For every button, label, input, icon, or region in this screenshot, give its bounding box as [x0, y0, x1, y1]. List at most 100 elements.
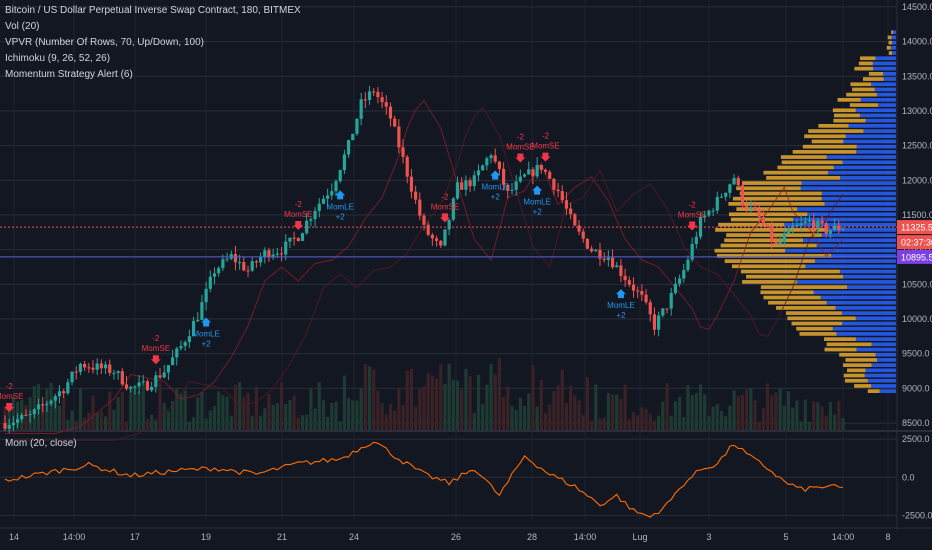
- candle-body: [363, 99, 367, 101]
- candle-body: [464, 180, 468, 190]
- candle-body: [317, 203, 321, 211]
- vp-row-down: [724, 259, 815, 263]
- time-axis[interactable]: 14 14:00 17 19 21 24 26 28 14:00 Lug 3 5 14:00 8: [0, 527, 932, 542]
- volume-bar: [472, 412, 476, 430]
- vp-row-down: [791, 321, 843, 326]
- candle-body: [657, 315, 661, 330]
- vp-row-down: [804, 134, 846, 139]
- price-badges: 11325.5 02:37:30 10895.5: [897, 220, 932, 264]
- time-tick-label: 14:00: [832, 532, 855, 542]
- candle-body: [229, 254, 233, 259]
- vp-row-up: [805, 264, 896, 269]
- candle-body: [196, 319, 200, 321]
- candle-body: [305, 220, 309, 234]
- volume-bar: [124, 421, 129, 430]
- volume-bar: [129, 388, 133, 430]
- volume-bar: [91, 395, 95, 430]
- vp-row-down: [760, 285, 848, 289]
- vp-row-up: [833, 165, 896, 170]
- vp-row-down: [845, 358, 878, 362]
- volume-bar: [242, 397, 246, 430]
- candle-body: [761, 217, 765, 225]
- vp-row-up: [821, 191, 896, 196]
- vp-row-up: [871, 363, 896, 367]
- volume-bar: [145, 419, 150, 430]
- vp-row-down: [843, 373, 865, 378]
- vp-row-down: [768, 300, 827, 305]
- volume-bar: [166, 410, 171, 430]
- candle-body: [414, 191, 418, 200]
- vp-row-down: [818, 124, 849, 128]
- volume-bar: [53, 396, 57, 430]
- candle-body: [258, 257, 263, 263]
- price-tick-label: 12000.0: [902, 175, 932, 185]
- indicator-vol[interactable]: Vol (20): [5, 21, 40, 32]
- vp-row-up: [832, 326, 896, 331]
- vp-row-down: [847, 368, 866, 373]
- candle-body: [83, 363, 87, 368]
- candle-body: [472, 175, 476, 187]
- candle-body: [321, 198, 326, 204]
- volume-bar: [657, 415, 661, 430]
- volume-bar: [258, 415, 263, 430]
- vp-row-up: [820, 295, 896, 300]
- volume-bar: [690, 395, 694, 430]
- volume-bar: [217, 391, 221, 430]
- short-arrow-icon: [687, 221, 698, 231]
- alert-price-badge: 10895.5: [901, 252, 932, 262]
- indicator-vpvr[interactable]: VPVR (Number Of Rows, 70, Up/Down, 100): [5, 37, 204, 48]
- time-tick-label: 3: [706, 532, 711, 542]
- indicator-momentum-strategy[interactable]: Momentum Strategy Alert (6): [5, 69, 133, 80]
- candle-body: [598, 249, 602, 259]
- candle-body: [150, 386, 154, 391]
- volume-bar: [321, 400, 326, 430]
- time-tick-label: 14: [9, 532, 19, 542]
- long-arrow-icon: [490, 170, 501, 180]
- candle-body: [11, 422, 15, 426]
- volume-bar: [363, 363, 367, 430]
- candle-body: [376, 91, 380, 98]
- candle-body: [426, 224, 430, 235]
- signal-value-label: -2: [542, 132, 550, 141]
- volume-bar: [154, 420, 158, 430]
- long-arrow-icon: [532, 185, 543, 195]
- candle-body: [514, 181, 518, 190]
- price-tick-label: 8500.0: [902, 418, 930, 428]
- vp-row-down: [716, 254, 832, 258]
- volume-bar: [120, 391, 124, 430]
- candle-body: [367, 91, 372, 101]
- candle-body: [57, 391, 62, 397]
- volume-bar: [548, 404, 552, 430]
- signal-value-label: +2: [533, 208, 543, 217]
- volume-bar: [263, 408, 267, 430]
- candle-body: [397, 126, 401, 148]
- volume-bar: [284, 404, 288, 430]
- volume-bar: [820, 406, 824, 430]
- volume-bar: [271, 405, 275, 430]
- vp-row-up: [826, 300, 896, 305]
- momentum-title[interactable]: Mom (20, close): [5, 438, 77, 449]
- candle-body: [590, 248, 594, 252]
- volume-bar: [569, 385, 573, 430]
- vp-row-up: [867, 378, 896, 383]
- vp-row-up: [785, 248, 896, 253]
- volume-bar: [610, 394, 615, 430]
- vp-row-down: [850, 82, 872, 87]
- price-tick-label: 10500.0: [902, 279, 932, 289]
- volume-bar: [627, 419, 631, 430]
- volume-bar: [560, 369, 564, 430]
- time-tick-label: 24: [349, 532, 359, 542]
- volume-bar: [439, 364, 443, 430]
- vp-row-up: [877, 103, 896, 107]
- indicator-ichimoku[interactable]: Ichimoku (9, 26, 52, 26): [5, 53, 111, 64]
- last-price-badge-bg: [897, 220, 932, 235]
- volume-bar: [7, 404, 11, 430]
- volume-bar: [83, 417, 87, 430]
- signal-value-label: -2: [295, 200, 303, 209]
- vp-row-up: [824, 202, 896, 206]
- candle-body: [774, 241, 778, 244]
- price-axis[interactable]: 8500.09000.09500.010000.010500.011000.01…: [902, 2, 932, 520]
- vp-row-down: [799, 332, 837, 336]
- volume-bar: [317, 382, 321, 430]
